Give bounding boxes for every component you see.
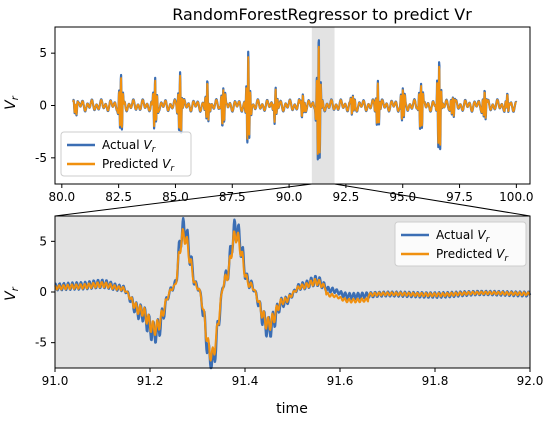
top-xtick-label: 100.0 bbox=[499, 190, 533, 204]
top-ytick-label: -5 bbox=[35, 151, 47, 165]
top-title: RandomForestRegressor to predict Vr bbox=[172, 5, 472, 24]
bottom-plot-area bbox=[54, 217, 532, 370]
top-ylabel: Vr bbox=[3, 95, 21, 110]
svg-text:Vr: Vr bbox=[3, 286, 21, 301]
bottom-x-axis: 91.0 91.2 91.4 91.6 91.8 92.0 bbox=[42, 368, 544, 388]
top-legend-predicted: Predicted Vr bbox=[102, 157, 175, 174]
bottom-ytick-label: -5 bbox=[35, 336, 47, 350]
top-ytick-label: 5 bbox=[39, 46, 47, 60]
bottom-legend-predicted: Predicted Vr bbox=[436, 247, 509, 264]
top-legend: Actual Vr Predicted Vr bbox=[60, 131, 192, 177]
top-xtick-label: 95.0 bbox=[389, 190, 416, 204]
top-xtick-label: 82.5 bbox=[105, 190, 132, 204]
bottom-xtick-label: 91.0 bbox=[42, 374, 69, 388]
bottom-xtick-label: 91.2 bbox=[137, 374, 164, 388]
top-xtick-label: 87.5 bbox=[219, 190, 246, 204]
bottom-xtick-label: 91.6 bbox=[327, 374, 354, 388]
bottom-y-axis: 5 0 -5 bbox=[35, 234, 55, 350]
top-series-predicted bbox=[72, 45, 518, 155]
bottom-ytick-label: 0 bbox=[39, 285, 47, 299]
zoom-connector-right bbox=[334, 183, 531, 217]
top-y-axis: 5 0 -5 bbox=[35, 46, 55, 165]
bottom-xtick-label: 91.4 bbox=[232, 374, 259, 388]
top-plot-area bbox=[72, 39, 518, 161]
bottom-xtick-label: 91.8 bbox=[422, 374, 449, 388]
top-xtick-label: 90.0 bbox=[276, 190, 303, 204]
top-legend-actual: Actual Vr bbox=[102, 138, 157, 155]
svg-text:Vr: Vr bbox=[3, 95, 21, 110]
bottom-legend: Actual Vr Predicted Vr bbox=[394, 221, 527, 267]
bottom-ytick-label: 5 bbox=[39, 234, 47, 248]
top-xtick-label: 97.5 bbox=[446, 190, 473, 204]
bottom-legend-actual: Actual Vr bbox=[436, 228, 491, 245]
zoom-connector-left bbox=[54, 183, 312, 217]
bottom-ylabel: Vr bbox=[3, 286, 21, 301]
bottom-series-predicted bbox=[54, 228, 531, 362]
top-xtick-label: 92.5 bbox=[333, 190, 360, 204]
bottom-xlabel: time bbox=[276, 401, 308, 417]
top-ytick-label: 0 bbox=[39, 99, 47, 113]
top-xtick-label: 80.0 bbox=[48, 190, 75, 204]
bottom-xtick-label: 92.0 bbox=[517, 374, 544, 388]
